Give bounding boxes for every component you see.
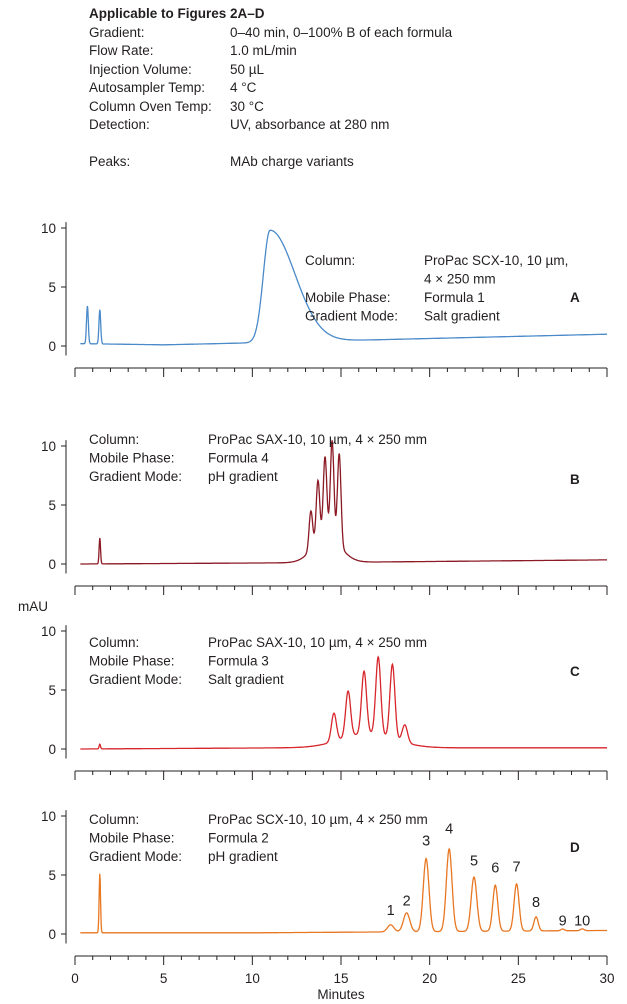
panel-info-label: Gradient Mode:: [305, 309, 398, 324]
panel-id-label: B: [570, 472, 580, 487]
y-tick-label: 5: [48, 868, 56, 883]
condition-row-flow-rate: Flow Rate: 1.0 mL/min: [89, 42, 452, 61]
peak-label: 10: [574, 914, 590, 930]
panel-id-label: A: [570, 290, 580, 305]
series-trace-c: [80, 655, 607, 750]
panel-info-value: ProPac SAX-10, 10 µm, 4 × 250 mm: [208, 432, 427, 447]
y-tick-label: 0: [48, 339, 56, 354]
condition-value: 0–40 min, 0–100% B of each formula: [230, 24, 453, 40]
condition-value: 1.0 mL/min: [230, 43, 297, 58]
series-trace-b: [80, 440, 607, 565]
panel-info-label: Column:: [89, 635, 139, 650]
panel-info-value: pH gradient: [208, 849, 278, 864]
condition-label: Autosampler Temp:: [89, 80, 206, 95]
y-tick-label: 5: [48, 280, 56, 295]
peak-label: 1: [387, 903, 395, 919]
condition-label: Flow Rate:: [89, 43, 154, 58]
panel-id-label: D: [570, 840, 580, 855]
panel-info-label: Mobile Phase:: [89, 451, 175, 466]
series-trace-a: [80, 229, 607, 346]
y-tick-label: 0: [48, 557, 56, 572]
conditions-title: Applicable to Figures 2A–D: [89, 6, 265, 21]
conditions-block: Applicable to Figures 2A–D Gradient: 0–40…: [89, 5, 452, 171]
condition-label: Gradient:: [89, 24, 145, 40]
peak-label: 7: [513, 859, 521, 875]
panel-info-value: ProPac SAX-10, 10 µm, 4 × 250 mm: [208, 635, 427, 650]
panel-info-label: Gradient Mode:: [89, 672, 182, 687]
peak-label: 4: [445, 822, 453, 838]
condition-value: 50 µL: [230, 61, 265, 77]
peak-label: 9: [559, 914, 567, 930]
y-tick-label: 10: [41, 624, 56, 639]
y-tick-label: 10: [41, 221, 56, 236]
y-axis-title: mAU: [18, 599, 48, 614]
panel-info-label: Mobile Phase:: [89, 831, 175, 846]
peak-label: 5: [470, 854, 478, 870]
peaks-value: MAb charge variants: [230, 153, 354, 169]
x-tick-label: 20: [422, 971, 437, 986]
series-trace-d: [80, 847, 607, 934]
condition-label: Detection:: [89, 117, 150, 132]
y-tick-label: 5: [48, 683, 56, 698]
condition-row-detection: Detection: UV, absorbance at 280 nm: [89, 116, 452, 135]
panel-info-label: Column:: [89, 432, 139, 447]
panel-info-value: Salt gradient: [208, 672, 284, 687]
panel-info-value: pH gradient: [208, 469, 278, 484]
condition-row-gradient: Gradient: 0–40 min, 0–100% B of each form…: [89, 24, 452, 43]
y-tick-label: 10: [41, 439, 56, 454]
x-tick-label: 0: [71, 971, 79, 986]
panel-info-value: ProPac SCX-10, 10 µm,: [424, 253, 568, 268]
y-tick-label: 0: [48, 742, 56, 757]
panel-info-label: Gradient Mode:: [89, 849, 182, 864]
condition-row-injection-volume: Injection Volume: 50 µL: [89, 61, 452, 80]
panel-info-value: Salt gradient: [424, 309, 500, 324]
x-tick-label: 10: [245, 971, 260, 986]
panel-info-label: Mobile Phase:: [89, 654, 175, 669]
panel-info-label: Gradient Mode:: [89, 469, 182, 484]
condition-label: Column Oven Temp:: [89, 98, 212, 114]
condition-value: 4 °C: [230, 80, 257, 95]
panel-id-label: C: [570, 664, 580, 679]
y-tick-label: 5: [48, 498, 56, 513]
panel-info-label: Mobile Phase:: [305, 290, 391, 305]
panel-info-label: Column:: [89, 812, 139, 827]
peak-label: 2: [403, 894, 411, 910]
panel-info-value: 4 × 250 mm: [424, 272, 496, 287]
condition-value: UV, absorbance at 280 nm: [230, 117, 390, 132]
peak-label: 3: [422, 834, 430, 850]
panel-info-value: Formula 3: [208, 654, 269, 669]
x-tick-label: 5: [160, 971, 168, 986]
panel-info-value: Formula 4: [208, 451, 269, 466]
peak-label: 8: [532, 895, 540, 911]
panel-info-value: Formula 1: [424, 290, 485, 305]
condition-row-peaks: Peaks: MAb charge variants: [89, 153, 452, 172]
y-tick-label: 0: [48, 927, 56, 942]
x-tick-label: 30: [599, 971, 614, 986]
condition-row-column-oven-temp: Column Oven Temp: 30 °C: [89, 98, 452, 117]
panel-info-value: ProPac SCX-10, 10 µm, 4 × 250 mm: [208, 812, 428, 827]
peak-label: 6: [491, 861, 499, 877]
panel-info-value: Formula 2: [208, 831, 269, 846]
condition-value: 30 °C: [230, 98, 264, 114]
condition-label: Injection Volume:: [89, 61, 192, 77]
y-tick-label: 10: [41, 809, 56, 824]
x-tick-label: 15: [333, 971, 348, 986]
panel-info-label: Column:: [305, 253, 355, 268]
peaks-label: Peaks:: [89, 153, 131, 169]
x-tick-label: 25: [511, 971, 526, 986]
condition-row-autosampler-temp: Autosampler Temp: 4 °C: [89, 79, 452, 98]
x-axis-title: Minutes: [317, 987, 365, 1002]
